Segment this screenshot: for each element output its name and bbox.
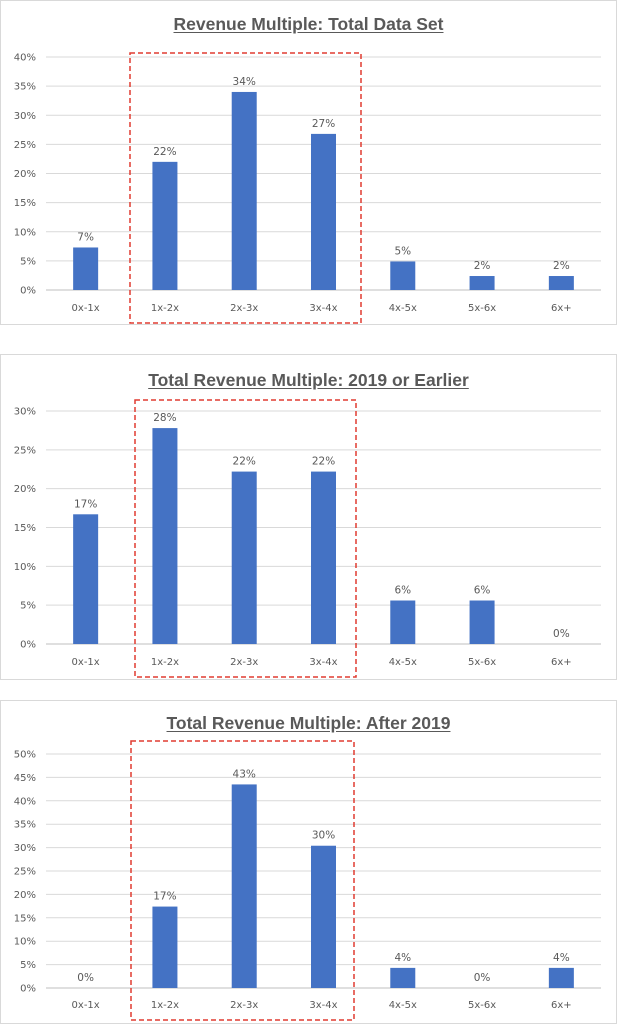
y-tick-label: 5% — [20, 601, 36, 612]
bar — [390, 967, 416, 988]
y-tick-label: 25% — [14, 867, 36, 878]
bar — [311, 845, 336, 988]
bar — [152, 428, 178, 644]
y-tick-label: 15% — [14, 198, 36, 209]
chart-panel-after-2019: Total Revenue Multiple: After 2019 0% 5% 1… — [0, 700, 617, 1024]
y-tick-label: 35% — [14, 820, 36, 831]
data-label: 28% — [153, 412, 176, 424]
bar — [231, 91, 257, 290]
y-tick-label: 25% — [14, 140, 36, 151]
y-tick-label: 40% — [14, 53, 36, 64]
category-label: 4x-5x — [389, 303, 417, 314]
category-label: 2x-3x — [230, 1000, 258, 1011]
data-label: 4% — [553, 952, 570, 964]
bar — [73, 514, 99, 644]
bar — [152, 906, 178, 988]
category-label: 6x+ — [551, 1000, 572, 1011]
y-tick-label: 15% — [14, 913, 36, 924]
y-tick-label: 45% — [14, 773, 36, 784]
category-label: 3x-4x — [309, 657, 337, 668]
chart-title: Revenue Multiple: Total Data Set — [173, 14, 444, 34]
y-tick-label: 10% — [14, 937, 36, 948]
category-label: 5x-6x — [468, 1000, 496, 1011]
data-label: 5% — [394, 245, 411, 257]
bar — [548, 276, 574, 290]
data-label: 22% — [153, 146, 176, 158]
category-label: 4x-5x — [389, 1000, 417, 1011]
y-tick-label: 20% — [14, 169, 36, 180]
bar — [311, 471, 336, 644]
y-tick-label: 5% — [20, 256, 36, 267]
category-label: 0x-1x — [72, 1000, 100, 1011]
data-label: 6% — [394, 585, 411, 597]
bar — [231, 471, 257, 644]
y-tick-label: 25% — [14, 445, 36, 456]
y-tick-label: 5% — [20, 960, 36, 971]
category-label: 6x+ — [551, 303, 572, 314]
category-label: 6x+ — [551, 657, 572, 668]
y-tick-label: 0% — [20, 640, 36, 651]
category-label: 0x-1x — [72, 657, 100, 668]
y-tick-label: 30% — [14, 111, 36, 122]
chart-svg: 0% 5% 10% 15% 20% 25% 30% 35% 40% 7% 0x-1x 22% 1x-2x… — [14, 52, 601, 324]
chart-title: Total Revenue Multiple: 2019 or Earlier — [148, 370, 469, 390]
category-label: 2x-3x — [230, 657, 258, 668]
data-label: 0% — [474, 972, 491, 984]
bar — [231, 784, 257, 988]
y-tick-label: 10% — [14, 562, 36, 573]
data-label: 2% — [474, 260, 491, 272]
data-label: 30% — [312, 830, 335, 842]
bar — [469, 600, 495, 644]
highlight-box — [130, 740, 355, 1021]
chart-title: Total Revenue Multiple: After 2019 — [166, 713, 451, 733]
data-label: 7% — [77, 231, 94, 243]
data-label: 17% — [153, 891, 176, 903]
category-label: 2x-3x — [230, 303, 258, 314]
y-tick-label: 20% — [14, 890, 36, 901]
y-tick-label: 10% — [14, 227, 36, 238]
y-tick-label: 15% — [14, 523, 36, 534]
category-label: 3x-4x — [309, 303, 337, 314]
bar — [390, 600, 416, 644]
y-tick-label: 50% — [14, 750, 36, 761]
highlight-box — [129, 52, 362, 324]
category-label: 0x-1x — [72, 303, 100, 314]
data-label: 22% — [233, 456, 256, 468]
data-label: 4% — [394, 952, 411, 964]
bar — [311, 133, 336, 290]
chart-svg: 0% 5% 10% 15% 20% 25% 30% 35% 40% 45% 50% 0% 0x-1x 17… — [14, 740, 601, 1021]
highlight-box — [134, 399, 357, 678]
bar — [73, 247, 99, 290]
y-tick-label: 0% — [20, 984, 36, 995]
data-label: 22% — [312, 456, 335, 468]
chart-panel-2019-or-earlier: Total Revenue Multiple: 2019 or Earlier … — [0, 354, 617, 680]
data-label: 0% — [77, 972, 94, 984]
category-label: 4x-5x — [389, 657, 417, 668]
data-label: 27% — [312, 118, 335, 130]
data-label: 0% — [553, 628, 570, 640]
y-tick-label: 30% — [14, 407, 36, 418]
category-label: 5x-6x — [468, 303, 496, 314]
category-label: 1x-2x — [151, 657, 179, 668]
y-tick-label: 0% — [20, 286, 36, 297]
y-tick-label: 35% — [14, 82, 36, 93]
y-tick-label: 40% — [14, 796, 36, 807]
y-tick-label: 30% — [14, 843, 36, 854]
bar — [152, 161, 178, 290]
data-label: 6% — [474, 585, 491, 597]
data-label: 17% — [74, 498, 97, 510]
bar — [469, 276, 495, 290]
data-label: 43% — [233, 768, 256, 780]
category-label: 1x-2x — [151, 303, 179, 314]
chart-svg: 0% 5% 10% 15% 20% 25% 30% 17% 0x-1x 28% 1x-2x 22% 2x… — [14, 399, 601, 678]
data-label: 2% — [553, 260, 570, 272]
category-label: 1x-2x — [151, 1000, 179, 1011]
y-tick-label: 20% — [14, 484, 36, 495]
chart-panel-total: Revenue Multiple: Total Data Set 0% 5% 10%… — [0, 0, 617, 325]
bar — [548, 967, 574, 988]
data-label: 34% — [233, 76, 256, 88]
category-label: 5x-6x — [468, 657, 496, 668]
bar — [390, 261, 416, 290]
category-label: 3x-4x — [309, 1000, 337, 1011]
